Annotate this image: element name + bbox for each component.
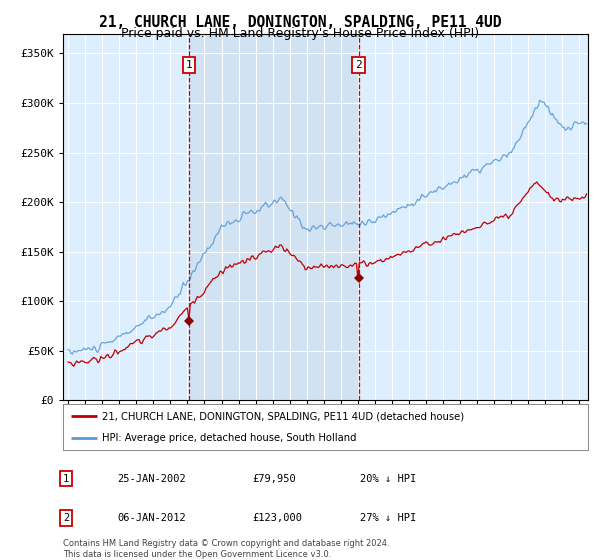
Text: 21, CHURCH LANE, DONINGTON, SPALDING, PE11 4UD: 21, CHURCH LANE, DONINGTON, SPALDING, PE… — [99, 15, 501, 30]
Text: Price paid vs. HM Land Registry's House Price Index (HPI): Price paid vs. HM Land Registry's House … — [121, 27, 479, 40]
Text: 1: 1 — [63, 474, 69, 484]
Text: £79,950: £79,950 — [252, 474, 296, 484]
Text: This data is licensed under the Open Government Licence v3.0.: This data is licensed under the Open Gov… — [63, 550, 331, 559]
Text: 21, CHURCH LANE, DONINGTON, SPALDING, PE11 4UD (detached house): 21, CHURCH LANE, DONINGTON, SPALDING, PE… — [103, 411, 464, 421]
Text: 2: 2 — [63, 513, 69, 523]
Text: Contains HM Land Registry data © Crown copyright and database right 2024.: Contains HM Land Registry data © Crown c… — [63, 539, 389, 548]
Text: 20% ↓ HPI: 20% ↓ HPI — [360, 474, 416, 484]
Text: £123,000: £123,000 — [252, 513, 302, 523]
Bar — [189, 34, 359, 400]
Text: 1: 1 — [185, 60, 192, 70]
Text: 2: 2 — [355, 60, 362, 70]
Text: 06-JAN-2012: 06-JAN-2012 — [117, 513, 186, 523]
Text: 25-JAN-2002: 25-JAN-2002 — [117, 474, 186, 484]
Text: HPI: Average price, detached house, South Holland: HPI: Average price, detached house, Sout… — [103, 433, 357, 443]
Text: 27% ↓ HPI: 27% ↓ HPI — [360, 513, 416, 523]
